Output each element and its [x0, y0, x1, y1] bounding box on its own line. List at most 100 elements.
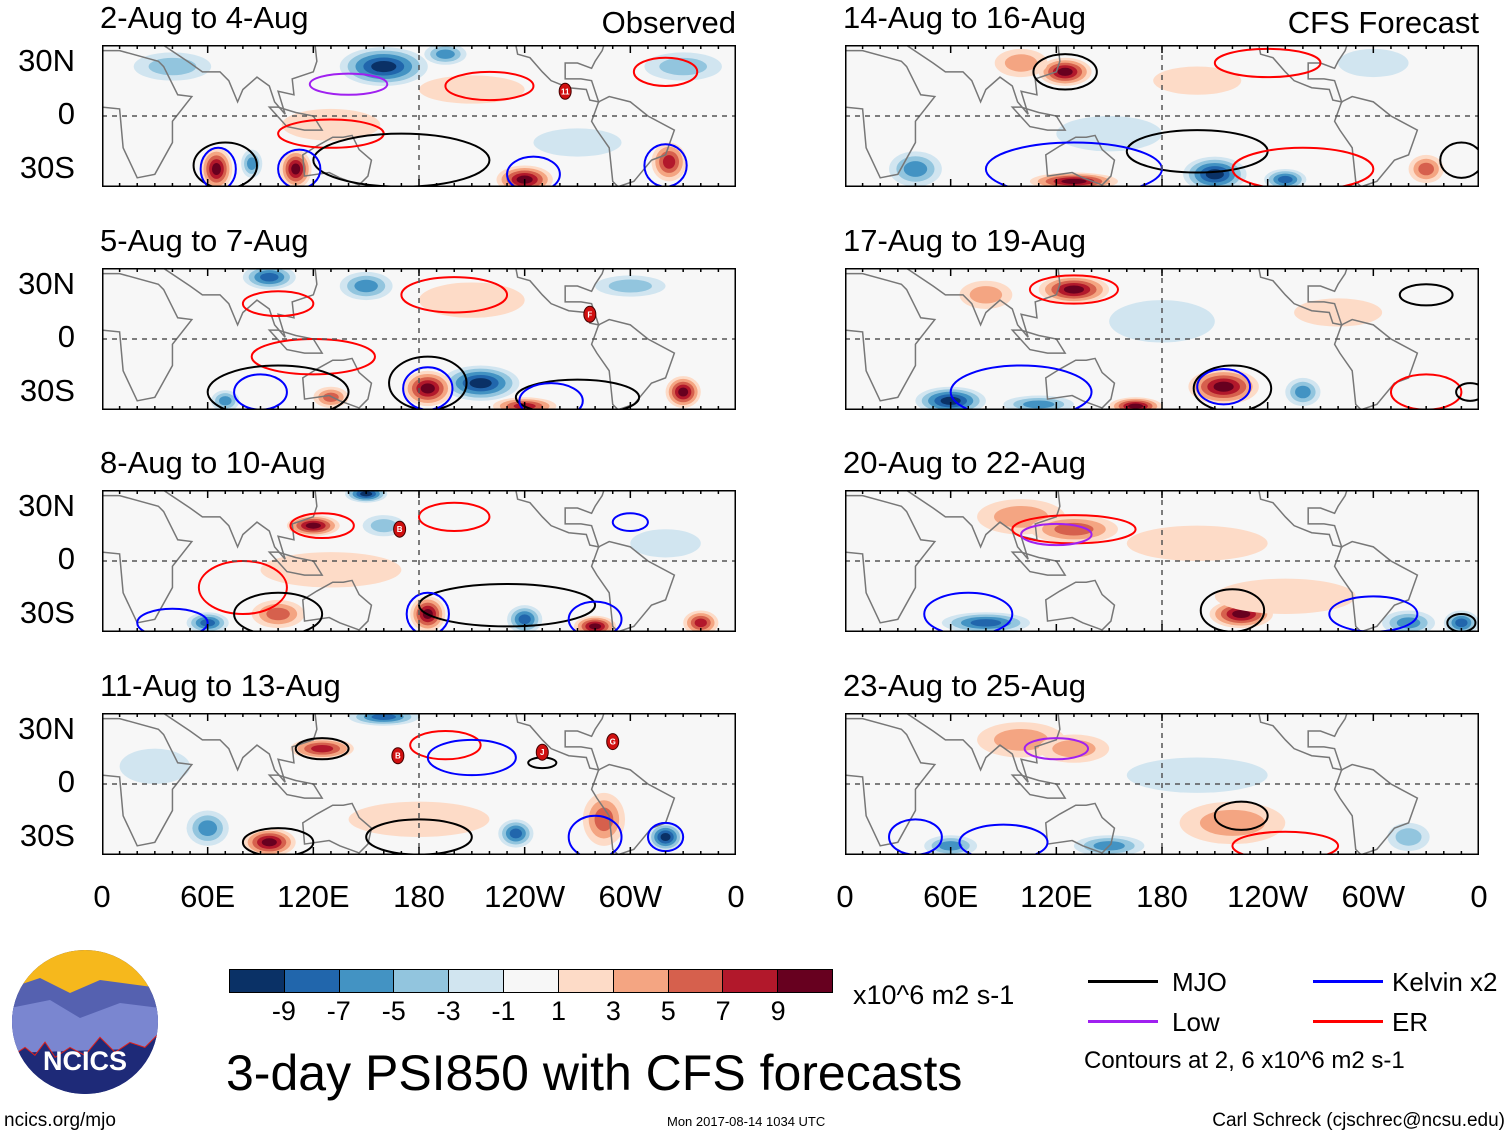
anomaly-shading: [1418, 162, 1434, 176]
lon-label: 0: [93, 879, 111, 914]
coastline: [515, 490, 605, 548]
map-panel: B J G: [102, 713, 736, 855]
map-panel: F: [102, 268, 736, 410]
coastline: [161, 490, 318, 560]
coastline: [590, 318, 676, 410]
lat-label: 0: [57, 319, 75, 354]
lat-label: 30N: [18, 266, 75, 301]
anomaly-shading: [1395, 828, 1422, 846]
map-panel: 11: [102, 45, 736, 187]
anomaly-shading: [1199, 809, 1265, 836]
wave-contour: [611, 512, 649, 532]
colorbar-swatch: [284, 970, 340, 992]
anomaly-shading: [662, 155, 676, 169]
storm-label: G: [610, 738, 616, 747]
wave-contour: [1192, 364, 1273, 410]
ncics-logo: NCICS: [12, 950, 158, 1094]
wave-contour: [400, 276, 509, 314]
coastline: [515, 268, 605, 326]
storm-label: J: [540, 748, 544, 757]
anomaly-shading: [694, 618, 707, 628]
anomaly-shading: [509, 828, 522, 839]
wave-contour: [1196, 368, 1252, 406]
lon-label: 60E: [923, 879, 979, 914]
coastline: [267, 329, 324, 354]
panel-label: Observed: [601, 5, 736, 40]
coastline: [301, 579, 373, 631]
wave-contour: [1028, 274, 1119, 305]
coastline: [515, 45, 605, 103]
storm-label: 11: [561, 87, 570, 96]
wave-contour: [294, 737, 350, 761]
wave-contour: [514, 378, 641, 410]
wave-contour: [506, 155, 561, 187]
map-panel: [845, 268, 1479, 410]
storm-marker[interactable]: G: [606, 733, 620, 751]
wave-contour: [418, 501, 491, 532]
colorbar-label: -1: [491, 996, 516, 1026]
colorbar-swatch: [449, 970, 505, 992]
wave-contour: [567, 814, 623, 855]
anomaly-shading: [436, 49, 455, 59]
coastline: [301, 134, 373, 186]
coastline: [845, 717, 937, 847]
anomaly-shading: [371, 60, 397, 73]
colorbar-swatch: [723, 970, 779, 992]
panel-title: 23-Aug to 25-Aug: [843, 668, 1087, 703]
coastline: [1333, 95, 1419, 187]
wave-contour: [1455, 382, 1479, 402]
coastline: [1333, 540, 1419, 632]
storm-marker[interactable]: 11: [558, 82, 572, 100]
coastline: [1258, 713, 1348, 771]
panel-title: 8-Aug to 10-Aug: [100, 445, 326, 480]
storm-marker[interactable]: B: [393, 520, 407, 538]
wave-contour: [136, 607, 209, 632]
footer-url[interactable]: ncics.org/mjo: [4, 1110, 116, 1131]
panel-title: 14-Aug to 16-Aug: [843, 0, 1087, 35]
storm-marker[interactable]: F: [583, 305, 597, 323]
footer-author: Carl Schreck (cjschrec@ncsu.edu): [1212, 1110, 1505, 1131]
wave-contour: [1231, 146, 1375, 187]
coastline: [1333, 318, 1419, 410]
anomaly-shading: [148, 57, 197, 76]
coastline: [904, 45, 1061, 115]
coastline: [515, 713, 605, 771]
wave-contour: [923, 591, 1014, 632]
colorbar-swatch: [668, 970, 724, 992]
wave-contour: [277, 148, 322, 187]
legend-line-low: [1088, 1020, 1158, 1023]
lon-label: 120E: [1020, 879, 1093, 914]
anomaly-shading: [630, 529, 701, 558]
anomaly-shading: [1153, 66, 1242, 95]
coastline: [267, 774, 324, 799]
legend-label-er: ER: [1392, 1007, 1429, 1037]
colorbar-label: 3: [605, 996, 621, 1026]
anomaly-shading: [660, 832, 671, 842]
footer-timestamp: Mon 2017-08-14 1034 UTC: [667, 1114, 826, 1129]
coastline: [102, 272, 194, 402]
coastline: [1258, 268, 1348, 326]
lat-label: 30S: [19, 818, 75, 853]
storm-marker[interactable]: J: [535, 743, 549, 761]
lat-label: 30N: [18, 43, 75, 78]
anomaly-shading: [1455, 618, 1468, 628]
map-panel: B: [102, 490, 736, 632]
anomaly-shading: [594, 807, 614, 832]
storm-label: F: [587, 310, 592, 319]
anomaly-shading: [1295, 385, 1311, 399]
coastline: [161, 268, 318, 338]
anomaly-shading: [1126, 525, 1268, 562]
anomaly-shading: [1126, 757, 1268, 793]
storm-marker[interactable]: B: [391, 747, 405, 765]
map-panel: [845, 490, 1479, 632]
anomaly-shading: [291, 163, 301, 175]
wave-contour: [418, 582, 597, 628]
panel-title: 2-Aug to 4-Aug: [100, 0, 309, 35]
anomaly-shading: [305, 522, 321, 529]
anomaly-shading: [533, 128, 622, 157]
colorbar: [229, 969, 833, 993]
colorbar-swatch: [339, 970, 395, 992]
coastline: [301, 357, 373, 409]
legend-line-er: [1313, 1020, 1383, 1023]
lat-label: 30N: [18, 711, 75, 746]
